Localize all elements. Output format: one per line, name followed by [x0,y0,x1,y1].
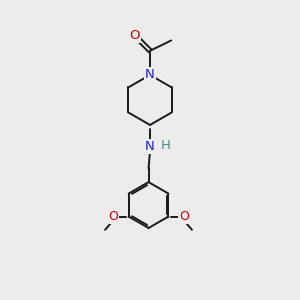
Text: N: N [145,140,155,153]
Text: O: O [108,210,118,223]
Text: O: O [129,29,140,42]
Text: H: H [161,139,171,152]
Text: O: O [179,210,189,223]
Text: N: N [145,68,155,81]
